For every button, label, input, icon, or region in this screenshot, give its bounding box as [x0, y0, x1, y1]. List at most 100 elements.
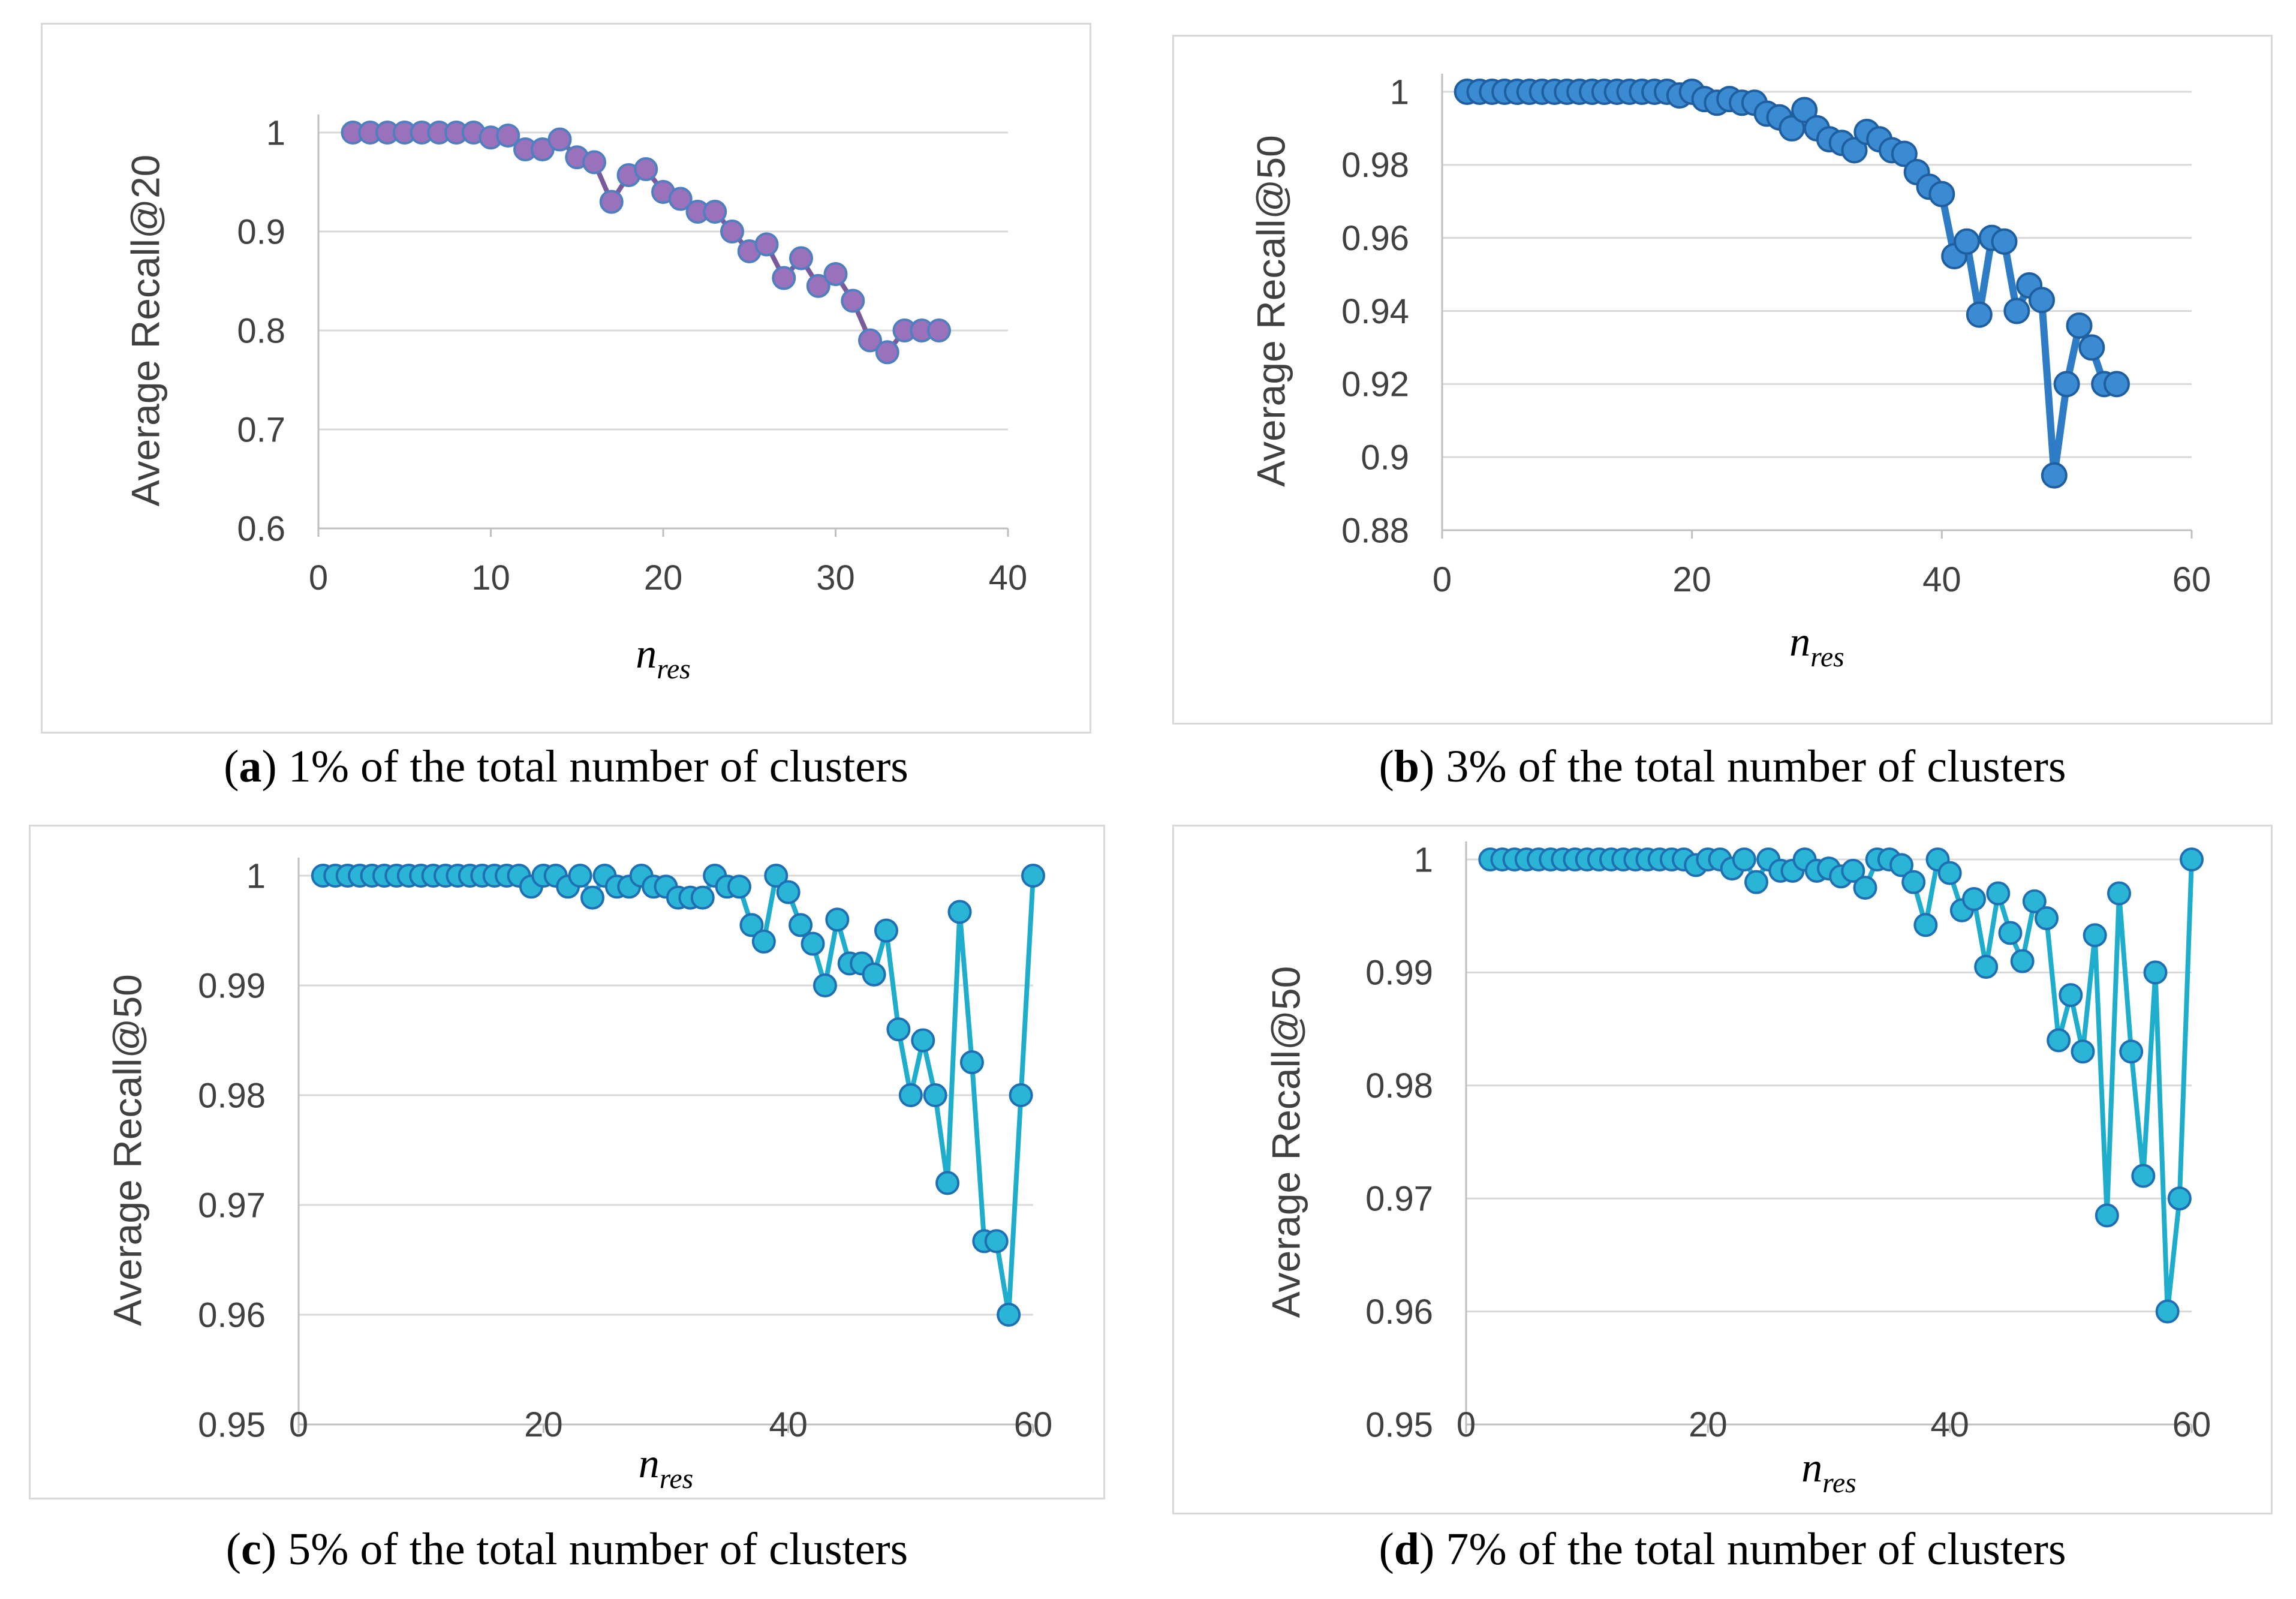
- data-point: [2071, 1039, 2095, 1064]
- x-axis-title-sub: res: [1810, 642, 1844, 673]
- x-axis-title: nres: [636, 631, 690, 685]
- y-tick-label: 0.88: [1341, 511, 1409, 550]
- y-tick-label: 0.97: [198, 1186, 266, 1225]
- panel-c-frame: [29, 825, 1105, 1499]
- data-point: [1732, 847, 1756, 871]
- data-point: [858, 328, 882, 353]
- data-point: [2095, 1203, 2119, 1228]
- y-tick-label: 1: [1390, 73, 1409, 112]
- data-point: [2029, 287, 2055, 314]
- data-point: [1991, 228, 2018, 255]
- y-tick-label: 1: [1414, 840, 1433, 879]
- data-point: [1841, 137, 1868, 164]
- x-tick-label: 20: [1672, 560, 1711, 599]
- x-axis-title-base: n: [1801, 1445, 1822, 1491]
- y-tick-label: 0.98: [1341, 146, 1409, 185]
- data-point: [801, 931, 825, 956]
- data-point: [911, 1028, 935, 1053]
- panel-b-frame: [1172, 35, 2273, 725]
- data-point: [2003, 297, 2030, 324]
- data-point: [1954, 228, 1980, 255]
- data-point: [496, 123, 520, 148]
- caption-b: (b) 3% of the total number of clusters: [1379, 741, 2066, 792]
- data-point: [1937, 861, 1962, 885]
- data-point: [813, 973, 837, 997]
- data-point: [1986, 881, 2011, 906]
- data-point: [984, 1229, 1009, 1254]
- data-point: [2010, 949, 2035, 973]
- data-point: [823, 262, 848, 286]
- data-point: [2066, 312, 2093, 339]
- y-tick-label: 0.96: [1341, 219, 1409, 258]
- data-point: [2041, 462, 2068, 489]
- data-point: [1928, 181, 1955, 208]
- data-point: [862, 962, 886, 987]
- y-tick-label: 0.7: [237, 410, 285, 449]
- data-point: [935, 1171, 960, 1195]
- data-point: [875, 340, 899, 365]
- y-tick-label: 0.98: [198, 1076, 266, 1115]
- data-point: [2143, 960, 2168, 985]
- data-point: [580, 885, 604, 910]
- data-point: [947, 900, 972, 924]
- x-tick-label: 40: [1922, 560, 1961, 599]
- y-tick-label: 0.9: [237, 212, 285, 251]
- y-tick-label: 0.8: [237, 311, 285, 350]
- data-point: [2167, 1186, 2192, 1211]
- x-tick-label: 40: [769, 1405, 808, 1444]
- y-tick-label: 0.92: [1341, 365, 1409, 404]
- data-point: [1962, 886, 1986, 911]
- y-tick-label: 0.94: [1341, 292, 1409, 331]
- data-point: [2035, 906, 2059, 930]
- caption-c-letter: c: [241, 1524, 261, 1574]
- x-tick-label: 40: [1930, 1405, 1969, 1444]
- y-axis-title: Average Recall@50: [1248, 135, 1293, 487]
- data-point: [923, 1083, 947, 1107]
- x-axis-title-sub: res: [660, 1463, 693, 1495]
- caption-b-letter: b: [1394, 741, 1420, 792]
- y-tick-label: 0.99: [198, 966, 266, 1005]
- chart-d: 0.95 0.96 0.97 0.98 0.99 1 0 20 40 60 Average Reca…: [1263, 840, 2211, 1499]
- x-axis-title-sub: res: [657, 654, 690, 685]
- data-point: [997, 1303, 1021, 1327]
- data-point: [1901, 870, 1926, 894]
- data-point: [1998, 921, 2023, 945]
- data-point: [2155, 1299, 2180, 1324]
- data-point: [568, 864, 592, 888]
- x-axis-title: nres: [639, 1441, 693, 1495]
- caption-d: (d) 7% of the total number of clusters: [1379, 1524, 2066, 1574]
- data-point: [789, 913, 813, 937]
- data-point: [739, 913, 764, 937]
- y-axis-title: Average Recall@20: [123, 155, 167, 507]
- data-point: [927, 318, 951, 342]
- x-tick-label: 20: [1689, 1405, 1728, 1444]
- data-point: [599, 190, 624, 214]
- data-point: [874, 918, 898, 943]
- data-point: [764, 864, 789, 888]
- x-tick-label: 60: [1014, 1405, 1053, 1444]
- data-point: [2022, 889, 2047, 913]
- data-point: [1966, 301, 1993, 328]
- caption-c: (c) 5% of the total number of clusters: [225, 1524, 908, 1574]
- data-point: [751, 929, 776, 954]
- y-tick-label: 0.98: [1365, 1066, 1433, 1105]
- x-tick-label: 60: [2172, 1405, 2211, 1444]
- x-axis-title: nres: [1801, 1445, 1856, 1499]
- caption-a-text: 1% of the total number of clusters: [288, 741, 908, 792]
- chart-c: 0.95 0.96 0.97 0.98 0.99 1 0 20 40 60 Average Reca…: [105, 856, 1053, 1495]
- data-point: [547, 127, 572, 152]
- data-point: [1009, 1083, 1033, 1107]
- data-point: [825, 907, 850, 932]
- chart-b: 0.88 0.9 0.92 0.94 0.96 0.98 1 0 20 40 60 Average R…: [1248, 73, 2211, 673]
- data-point: [2053, 371, 2080, 398]
- data-point: [1889, 853, 1913, 877]
- x-tick-label: 0: [1457, 1405, 1476, 1444]
- caption-d-text: 7% of the total number of clusters: [1446, 1524, 2066, 1574]
- data-point: [1853, 876, 1877, 900]
- data-point: [772, 266, 796, 290]
- data-point: [2119, 1039, 2144, 1064]
- data-point: [703, 200, 727, 224]
- data-point: [1891, 140, 1918, 167]
- data-point: [886, 1017, 911, 1042]
